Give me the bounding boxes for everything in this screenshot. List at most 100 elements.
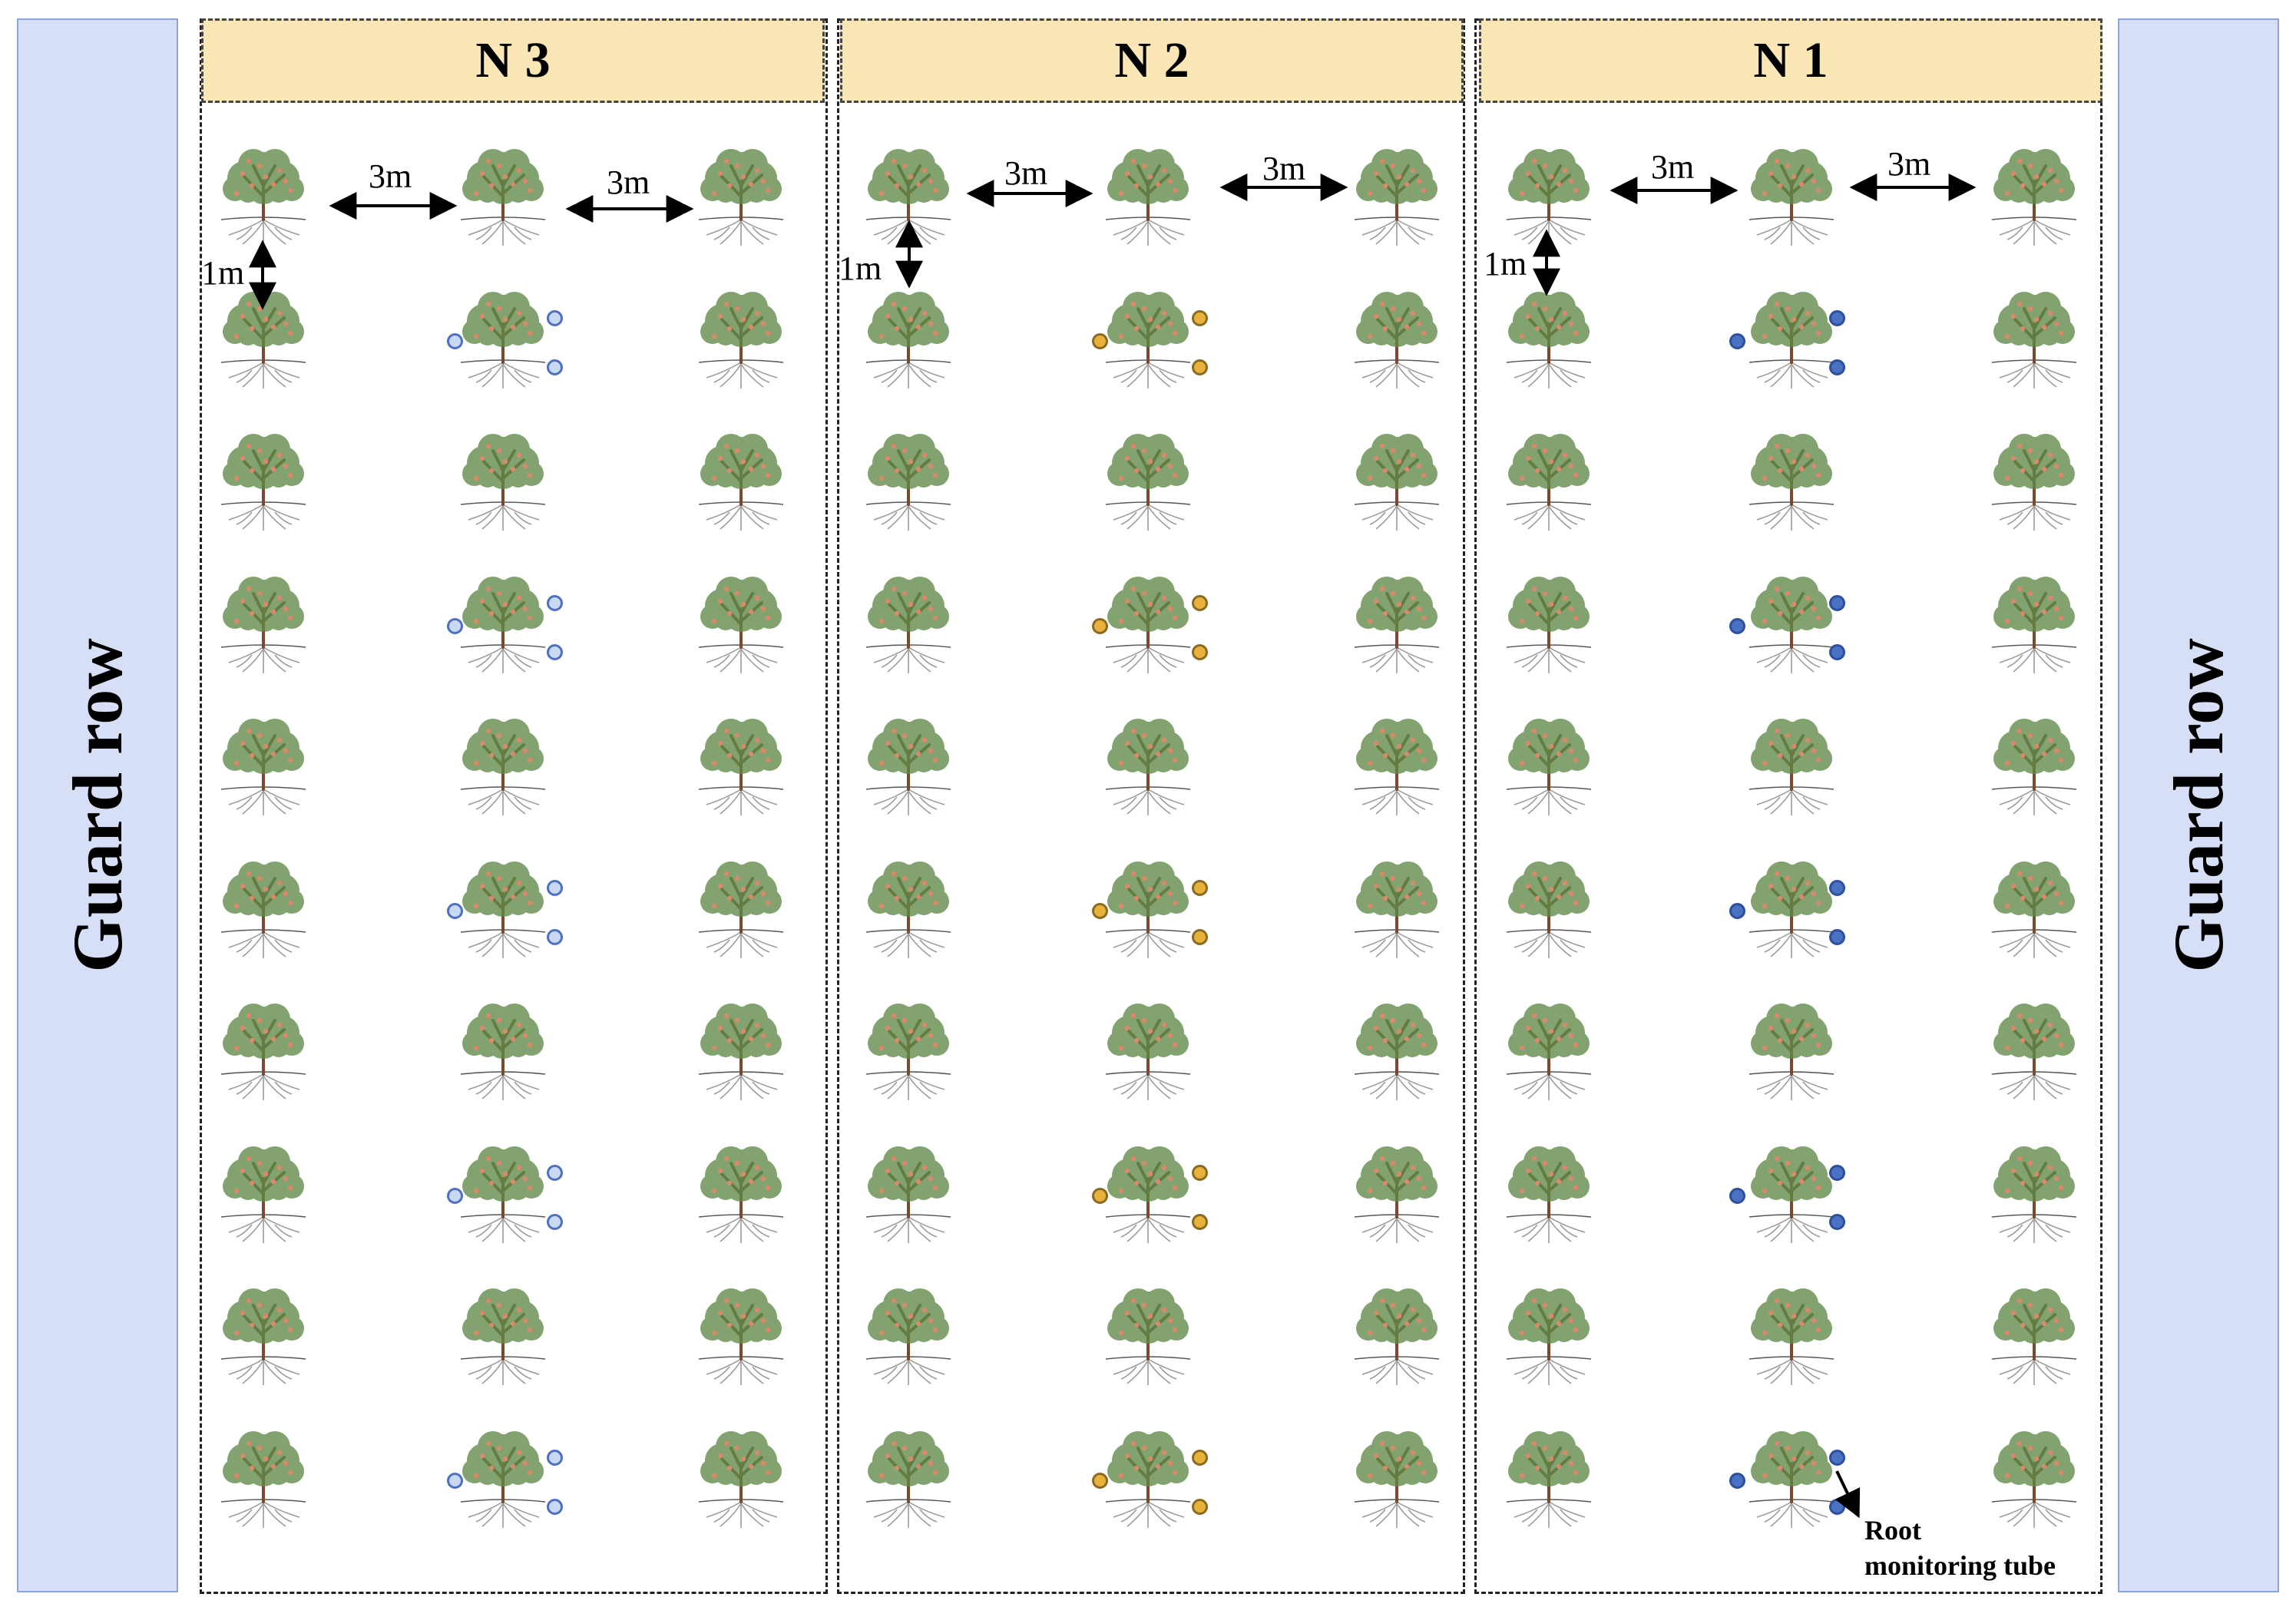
tree-icon [1734, 997, 1849, 1105]
tree-icon [1090, 997, 1206, 1105]
tree-icon [1090, 570, 1206, 678]
tree-icon [683, 428, 799, 535]
tree-icon [1734, 286, 1849, 393]
root-monitoring-tube-marker [1729, 332, 1745, 349]
root-monitoring-tube-marker [1192, 1498, 1208, 1515]
tree-icon [206, 713, 321, 820]
tree-icon [851, 1140, 966, 1248]
tree-icon [1090, 1425, 1206, 1533]
tree-icon [1977, 855, 2092, 963]
tree-icon [1090, 286, 1206, 393]
root-monitoring-tube-marker [1192, 359, 1208, 375]
root-monitoring-tube-marker [447, 332, 463, 349]
tree-icon [683, 997, 799, 1105]
tree-icon [1491, 1140, 1606, 1248]
tube-annotation-line2: monitoring tube [1864, 1550, 2056, 1581]
root-monitoring-tube-marker [1192, 643, 1208, 660]
root-monitoring-tube-marker [547, 1164, 563, 1181]
tree-icon [1734, 855, 1849, 963]
guard-row-left: Guard row [17, 18, 178, 1592]
tube-callout-arrow [1834, 1470, 1861, 1519]
tree-icon [1339, 1140, 1454, 1248]
tree-icon [683, 143, 799, 250]
tree-icon [1339, 855, 1454, 963]
root-monitoring-tube-marker [547, 1498, 563, 1515]
root-monitoring-tube-marker [447, 1472, 463, 1489]
tree-icon [206, 855, 321, 963]
tree-icon [683, 570, 799, 678]
tree-icon [683, 855, 799, 963]
tree-icon [1339, 286, 1454, 393]
tree-icon [445, 428, 561, 535]
tree-icon [445, 1282, 561, 1390]
tree-icon [1339, 428, 1454, 535]
tree-icon [1090, 855, 1206, 963]
tree-icon [445, 855, 561, 963]
plot-label-n1: N 1 [1753, 32, 1828, 88]
tree-icon [445, 997, 561, 1105]
plot-header-n1: N 1 [1479, 18, 2102, 103]
tree-icon [206, 1140, 321, 1248]
tree-icon [851, 1425, 966, 1533]
tree-icon [206, 570, 321, 678]
tree-icon [1491, 143, 1606, 250]
root-monitoring-tube-marker [1829, 928, 1845, 945]
tree-icon [1491, 1282, 1606, 1390]
tree-icon [1090, 713, 1206, 820]
root-monitoring-tube-marker [1192, 879, 1208, 896]
tree-icon [445, 286, 561, 393]
tree-icon [1491, 286, 1606, 393]
tree-icon [445, 143, 561, 250]
tree-icon [1491, 1425, 1606, 1533]
root-monitoring-tube-marker [1829, 359, 1845, 375]
root-monitoring-tube-marker [1192, 1213, 1208, 1230]
tree-icon [1339, 1282, 1454, 1390]
tree-icon [1339, 713, 1454, 820]
root-monitoring-tube-marker [1092, 1187, 1108, 1204]
tree-icon [1734, 570, 1849, 678]
tree-icon [1491, 855, 1606, 963]
tree-icon [1977, 428, 2092, 535]
tree-icon [1734, 428, 1849, 535]
tree-icon [1734, 1140, 1849, 1248]
tree-icon [1977, 1140, 2092, 1248]
root-monitoring-tube-marker [1829, 309, 1845, 326]
root-monitoring-tube-marker [1192, 928, 1208, 945]
root-monitoring-tube-marker [547, 643, 563, 660]
tree-icon [1339, 997, 1454, 1105]
tree-icon [1977, 713, 2092, 820]
root-monitoring-tube-marker [1192, 1164, 1208, 1181]
tree-icon [1090, 143, 1206, 250]
tree-icon [1090, 1140, 1206, 1248]
tree-icon [851, 997, 966, 1105]
row-spacing-label-n3: 1m [201, 254, 245, 292]
tree-icon [1339, 143, 1454, 250]
root-monitoring-tube-marker [547, 309, 563, 326]
root-monitoring-tube-marker [1092, 1472, 1108, 1489]
root-monitoring-tube-marker [1192, 309, 1208, 326]
spacing-label-n1-a: 3m [1651, 148, 1695, 186]
tree-icon [1491, 997, 1606, 1105]
tree-icon [1977, 997, 2092, 1105]
spacing-label-n3-a: 3m [369, 157, 412, 195]
tree-icon [1491, 428, 1606, 535]
tree-icon [445, 1425, 561, 1533]
root-monitoring-tube-marker [547, 1213, 563, 1230]
tree-icon [1339, 570, 1454, 678]
root-monitoring-tube-marker [1092, 332, 1108, 349]
root-monitoring-tube-marker [1729, 902, 1745, 919]
tree-icon [445, 1140, 561, 1248]
root-monitoring-tube-marker [547, 928, 563, 945]
root-monitoring-tube-marker [1829, 1449, 1845, 1466]
root-monitoring-tube-marker [1729, 1187, 1745, 1204]
root-monitoring-tube-marker [547, 594, 563, 611]
tube-annotation: Root monitoring tube [1864, 1513, 2056, 1583]
tube-annotation-line1: Root [1864, 1515, 1921, 1546]
root-monitoring-tube-marker [547, 359, 563, 375]
root-monitoring-tube-marker [547, 1449, 563, 1466]
tree-icon [206, 1425, 321, 1533]
spacing-label-n3-b: 3m [607, 164, 650, 201]
spacing-label-n2-a: 3m [1004, 154, 1048, 192]
root-monitoring-tube-marker [447, 617, 463, 634]
